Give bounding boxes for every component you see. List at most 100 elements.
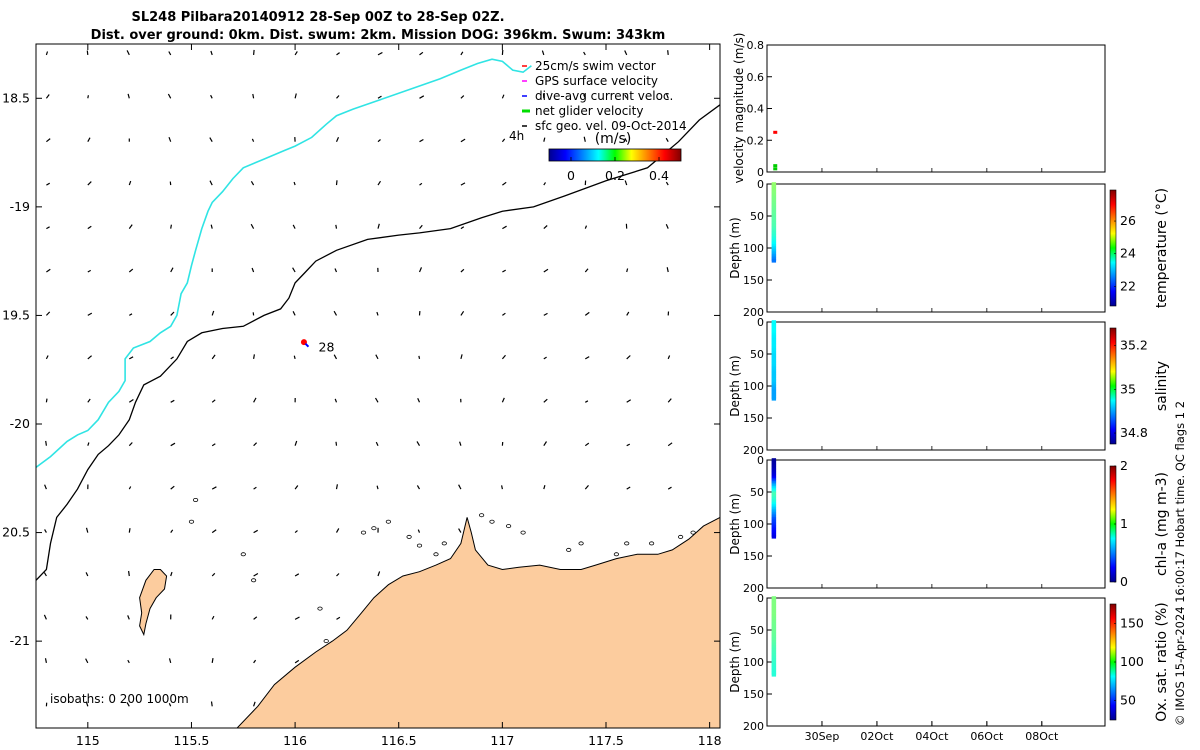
velocity-arrow xyxy=(211,658,214,663)
depth-tick-label: 50 xyxy=(750,210,764,223)
velocity-arrow xyxy=(253,572,259,577)
velocity-arrow xyxy=(502,269,506,273)
velocity-arrow xyxy=(419,51,424,56)
velocity-arrow xyxy=(459,441,462,446)
depth-ylabel: Depth (m) xyxy=(728,217,742,278)
colorbar-tick-label: 0.4 xyxy=(649,168,669,183)
velocity-arrow xyxy=(624,94,628,99)
velocity-arrow xyxy=(543,225,548,230)
velocity-arrow xyxy=(253,442,258,447)
velocity-arrow xyxy=(294,530,298,534)
velocity-arrow xyxy=(44,529,47,533)
velocity-arrow xyxy=(253,701,256,707)
velocity-arrow xyxy=(128,528,131,533)
velocity-arrow xyxy=(85,572,89,577)
velocity-arrow xyxy=(377,139,381,143)
velocity-arrow xyxy=(502,225,507,230)
velocity-arrow xyxy=(252,93,255,99)
velocity-arrow xyxy=(87,398,91,403)
velocity-arrow xyxy=(624,138,628,142)
profile-axes-box xyxy=(766,459,1106,589)
profile-colorbar xyxy=(1109,189,1117,307)
time-axis: 30Sep 02Oct 04Oct 06Oct 08Oct xyxy=(805,168,1059,743)
legend-label: GPS surface velocity xyxy=(535,74,658,88)
map-y-tick-label: 19.5 xyxy=(2,307,30,322)
velocity-arrow xyxy=(211,310,215,316)
velocity-point xyxy=(773,167,778,171)
velocity-arrow xyxy=(87,137,91,142)
velocity-arrow xyxy=(374,397,379,403)
velocity-y-tick-label: 0.2 xyxy=(747,134,765,147)
velocity-arrow xyxy=(209,180,213,186)
velocity-point xyxy=(773,130,778,134)
depth-tick-label: 0 xyxy=(757,454,764,467)
reef-outline xyxy=(188,519,195,524)
velocity-arrow xyxy=(336,616,341,620)
velocity-arrow xyxy=(128,180,132,186)
velocity-arrow xyxy=(209,137,213,143)
velocity-arrow xyxy=(170,571,173,577)
velocity-points xyxy=(773,130,778,171)
reef-outline xyxy=(385,519,391,524)
velocity-arrow xyxy=(87,95,89,99)
legend-label: 25cm/s swim vector xyxy=(535,59,656,73)
velocity-arrow xyxy=(667,398,672,403)
depth-tick-label: 100 xyxy=(743,518,764,531)
velocity-arrow xyxy=(460,310,465,316)
depth-tick-label: 0 xyxy=(757,316,764,329)
velocity-arrow xyxy=(87,355,92,360)
velocity-point xyxy=(773,164,778,168)
velocity-arrow xyxy=(170,529,174,533)
velocity-arrow xyxy=(292,311,296,316)
reef-outline xyxy=(433,552,439,557)
velocity-arrow xyxy=(460,51,464,56)
velocity-arrow xyxy=(45,355,49,360)
colorbar-tick-label: 150 xyxy=(1120,615,1144,630)
velocity-arrow xyxy=(210,224,213,229)
velocity-arrow xyxy=(87,181,92,186)
profile-colorbar xyxy=(1109,327,1117,445)
velocity-arrow xyxy=(128,399,134,403)
velocity-arrow xyxy=(333,310,338,316)
velocity-arrow xyxy=(46,138,51,143)
velocity-arrow xyxy=(584,485,589,490)
velocity-arrow xyxy=(335,137,340,142)
velocity-arrow xyxy=(416,441,421,447)
velocity-arrow xyxy=(626,355,631,360)
time-tick-label: 30Sep xyxy=(805,730,840,743)
velocity-arrow xyxy=(211,572,216,577)
velocity-arrow xyxy=(128,224,133,229)
map-y-tick-label: 20.5 xyxy=(2,525,30,540)
velocity-ticks: 0 0.2 0.4 0.6 0.8 xyxy=(747,39,772,179)
velocity-arrow xyxy=(502,181,507,186)
profile-panel: 0 50 100 150 200 Depth (m) 34.8 35 35.2 salinity xyxy=(728,316,1170,457)
time-tick-label: 08Oct xyxy=(1025,730,1059,743)
depth-tick-label: 150 xyxy=(743,412,764,425)
velocity-axes-box xyxy=(766,44,1106,173)
velocity-arrow xyxy=(419,224,423,229)
reef-outline xyxy=(441,541,447,546)
velocity-arrow xyxy=(211,529,217,534)
velocity-arrow xyxy=(167,93,172,99)
velocity-arrow xyxy=(45,51,49,56)
velocity-arrow xyxy=(334,268,338,273)
velocity-arrow xyxy=(667,442,673,447)
velocity-arrow xyxy=(46,268,51,273)
velocity-arrow xyxy=(292,267,296,273)
velocity-arrow xyxy=(501,138,506,143)
velocity-arrow xyxy=(376,311,379,316)
velocity-arrow xyxy=(376,485,379,490)
colorbar-label: chl-a (mg m-3) xyxy=(1154,472,1170,576)
velocity-arrow xyxy=(127,615,130,620)
map-y-tick-label: -21 xyxy=(10,633,30,648)
reef-outline xyxy=(489,519,495,524)
depth-ylabel: Depth (m) xyxy=(728,631,742,692)
map-x-tick-label: 117 xyxy=(490,733,514,748)
velocity-arrow xyxy=(334,398,338,403)
velocity-arrow xyxy=(624,180,628,186)
depth-tick-label: 200 xyxy=(743,306,764,319)
velocity-arrow xyxy=(624,50,628,56)
velocity-arrow xyxy=(294,93,297,99)
velocity-arrow xyxy=(419,182,423,186)
depth-tick-label: 50 xyxy=(750,486,764,499)
